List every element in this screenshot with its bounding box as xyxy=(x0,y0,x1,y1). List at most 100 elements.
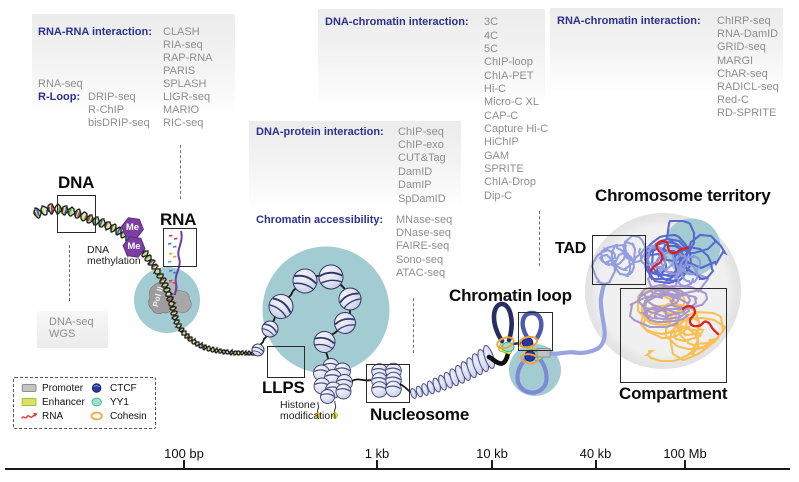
tad-zoom-box xyxy=(591,235,646,285)
dna-protein-method-list: ChIP-seq ChIP-exo CUT&Tag DamID DamIP SpDamID xyxy=(398,126,446,206)
method-item: CLASH xyxy=(163,26,200,38)
promoter-swatch-icon xyxy=(21,384,37,393)
chromatin-fiber xyxy=(410,345,495,399)
method-item: FAIRE-seq xyxy=(396,240,450,253)
scale-axis-line xyxy=(5,467,790,470)
linker-droplet-nucleosome xyxy=(351,378,372,382)
enhancer-swatch-icon xyxy=(21,398,37,407)
dna-methylation-label: DNA methylation xyxy=(87,244,141,268)
method-item: SPLASH xyxy=(163,77,207,90)
legend-box: Promoter Enhancer RNA CTCF YY1 Cohesin xyxy=(13,377,156,429)
dna-label: DNA xyxy=(58,173,95,192)
method-item: MARGI xyxy=(717,54,754,67)
dna-zoom-box xyxy=(56,195,96,233)
legend-item-label: RNA xyxy=(42,410,64,422)
scale-tick xyxy=(594,460,597,468)
method-item: RAP-RNA xyxy=(163,51,213,64)
method-item: DRIP-seq xyxy=(88,90,136,103)
panel-bg-dna-seq xyxy=(37,311,108,348)
r-loop-method-list: DRIP-seq R-ChIP bisDRIP-seq xyxy=(88,91,150,130)
method-item: ChIP-exo xyxy=(398,138,444,151)
method-item: ChIP-loop xyxy=(484,56,533,69)
method-item: GAM xyxy=(484,149,510,162)
loop-anchor-1 xyxy=(496,336,515,355)
rna-rna-heading: RNA-RNA interaction: xyxy=(38,26,152,38)
method-item: MNase-seq xyxy=(396,213,453,226)
method-item: RNA-DamID xyxy=(717,28,779,41)
method-item: SpDamID xyxy=(398,192,446,205)
method-item: ATAC-seq xyxy=(396,266,446,279)
scribble-lightblue-tad-tail xyxy=(639,244,702,288)
r-loop-heading: R-Loop: xyxy=(38,90,81,103)
method-item: DNA-seq xyxy=(49,315,94,328)
panel-bg-dna-protein xyxy=(249,121,461,206)
rna-zoom-box xyxy=(163,228,197,267)
method-item: RD-SPRITE xyxy=(717,106,777,119)
legend-item: YY1 xyxy=(88,395,147,409)
chromatin-loop-right xyxy=(520,310,544,341)
legend-item: CTCF xyxy=(88,382,147,396)
method-item: 5C xyxy=(484,42,499,55)
method-item: Hi-C xyxy=(484,83,506,96)
method-item: ChIA-PET xyxy=(484,69,534,82)
scribble-blue-territory xyxy=(643,219,728,285)
llps-label: LLPS xyxy=(262,377,305,397)
rna-chromatin-method-list: ChIRP-seq RNA-DamID GRID-seq MARGI ChAR-seq R… xyxy=(717,15,779,120)
method-item: SPRITE xyxy=(484,163,524,176)
dna-chromatin-heading: DNA-chromatin interaction: xyxy=(325,16,469,29)
method-item: 4C xyxy=(484,29,499,42)
chromosome-territory-art xyxy=(585,213,741,369)
connector-rna-rna-to-rna xyxy=(179,145,181,199)
scale-tick xyxy=(376,460,378,468)
method-item: ChIP-seq xyxy=(398,125,444,138)
method-item: Capture Hi-C xyxy=(484,123,549,136)
connector-accessibility-to-nucleosome xyxy=(412,298,414,353)
nucleosome-label: Nucleosome xyxy=(370,404,470,424)
scale-tick xyxy=(183,460,185,468)
legend-column-2: CTCF YY1 Cohesin xyxy=(88,382,147,424)
loop-anchor-2 xyxy=(518,335,539,350)
fiber-to-territory-line xyxy=(546,282,607,356)
method-item: CAP-C xyxy=(484,109,519,122)
method-item: DNase-seq xyxy=(396,227,452,240)
method-item: 3C xyxy=(484,16,499,29)
yy1-swatch-icon xyxy=(91,398,102,407)
method-item: ChIRP-seq xyxy=(717,15,771,28)
me-label-2: Me xyxy=(127,240,141,252)
chromatin-loops xyxy=(486,282,607,395)
method-item: PARIS xyxy=(163,64,196,77)
legend-column-1: Promoter Enhancer RNA xyxy=(20,382,85,424)
dna-chromatin-method-list: 3C 4C 5C ChIP-loop ChIA-PET Hi-C Micro-C XL CAP… xyxy=(484,16,548,203)
method-item: bisDRIP-seq xyxy=(88,116,150,129)
chromatin-loop-label: Chromatin loop xyxy=(449,285,572,305)
legend-item: Enhancer xyxy=(20,395,85,409)
scale-tick-label: 1 kb xyxy=(364,446,390,461)
dna-helix xyxy=(33,203,255,356)
method-item: Sono-seq xyxy=(396,253,444,266)
chromosome-territory-label: Chromosome territory xyxy=(595,185,771,205)
scale-tick-label: 10 kb xyxy=(476,446,508,461)
beads-on-string xyxy=(251,264,362,372)
chromatin-loop-left xyxy=(491,301,514,344)
histone-modification-label: Histone modification xyxy=(280,398,337,422)
method-item: RIC-seq xyxy=(163,116,204,129)
legend-item-label: Promoter xyxy=(42,382,84,394)
scale-tick xyxy=(491,460,493,468)
legend-item-label: Enhancer xyxy=(42,396,85,408)
method-item: HiChIP xyxy=(484,136,519,149)
connector-dna-box-to-dna-seq xyxy=(69,245,70,301)
method-item: GRID-seq xyxy=(717,41,766,54)
method-item: Micro-C XL xyxy=(484,96,540,109)
method-item: DamIP xyxy=(398,179,432,192)
legend-item: Cohesin xyxy=(88,409,147,423)
chromatin-accessibility-method-list: MNase-seq DNase-seq FAIRE-seq Sono-seq ATAC-… xyxy=(396,214,452,280)
scribble-red-rna-1 xyxy=(649,239,690,273)
scale-tick-label: 40 kb xyxy=(579,446,612,461)
panel-bg-rna-chromatin xyxy=(550,8,783,91)
rna-label: RNA xyxy=(160,210,197,229)
scale-tick-label: 100 Mb xyxy=(663,446,707,461)
cohesin-swatch-icon xyxy=(90,411,103,421)
scribble-lightblue-tad xyxy=(590,234,648,286)
